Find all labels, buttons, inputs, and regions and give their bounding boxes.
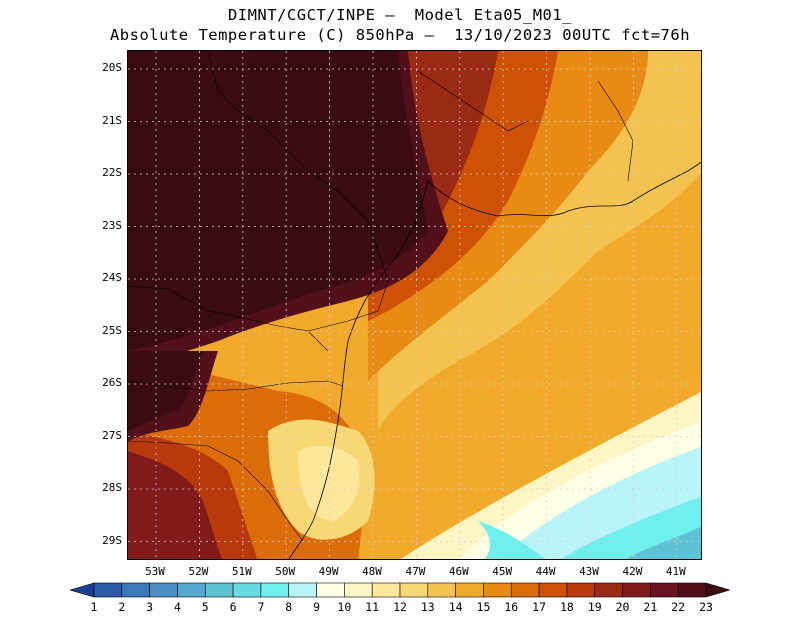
colorbar-tick-label: 10 <box>337 600 352 614</box>
band-8 <box>626 526 701 559</box>
colorbar-tick-label: 21 <box>643 600 658 614</box>
colorbar-box <box>510 582 540 598</box>
colorbar-box <box>399 582 429 598</box>
colorbar-tick-label: 14 <box>448 600 463 614</box>
colorbar-box <box>316 582 345 598</box>
state-border-es <box>597 80 634 182</box>
colorbar-arrow-high <box>705 582 730 598</box>
temperature-field <box>128 51 701 559</box>
colorbar <box>70 582 730 598</box>
latitude-label: 25S <box>102 323 122 337</box>
colorbar-box <box>566 582 596 598</box>
colorbar-tick-label: 5 <box>201 600 209 614</box>
longitude-label: 49W <box>318 565 339 578</box>
colorbar-tick-label: 22 <box>671 600 686 614</box>
colorbar-tick-label: 12 <box>393 600 407 614</box>
colorbar-box <box>455 582 484 598</box>
latitude-label: 21S <box>102 113 122 127</box>
band-12b <box>298 445 360 521</box>
longitude-label: 43W <box>579 565 599 578</box>
colorbar-tick-label: 17 <box>532 600 547 614</box>
latitude-label: 26S <box>102 376 122 389</box>
colorbar-tick-label: 19 <box>587 600 602 614</box>
state-border-pr <box>128 285 329 352</box>
temperature-map <box>127 50 702 560</box>
colorbar-box <box>232 582 262 598</box>
colorbar-tick-label: 7 <box>257 600 265 614</box>
colorbar-arrow-low <box>70 582 95 598</box>
latitude-label: 27S <box>102 428 122 442</box>
longitude-label: 46W <box>448 565 469 578</box>
colorbar-tick-label: 4 <box>173 600 181 614</box>
colorbar-tick-label: 20 <box>615 600 630 614</box>
colorbar-tick-label: 16 <box>504 600 519 614</box>
colorbar-tick-label: 18 <box>559 600 574 614</box>
longitude-label: 41W <box>665 565 686 578</box>
latitude-label: 28S <box>102 481 122 494</box>
longitude-label: 47W <box>405 565 426 578</box>
colorbar-box <box>204 582 234 598</box>
state-border-mg <box>417 70 529 132</box>
longitude-label: 44W <box>535 565 556 578</box>
colorbar-tick-label: 9 <box>313 600 320 614</box>
colorbar-tick-label: 23 <box>699 600 713 614</box>
colorbar-box <box>344 582 373 598</box>
colorbar-tick-label: 13 <box>420 600 435 614</box>
colorbar-tick-label: 6 <box>229 600 237 614</box>
colorbar-box <box>427 582 456 598</box>
colorbar-tick-label: 1 <box>90 600 98 614</box>
latitude-label: 20S <box>102 61 122 74</box>
dotted-grid <box>128 51 701 559</box>
colorbar-box <box>677 582 707 598</box>
longitude-label: 48W <box>362 565 382 578</box>
colorbar-box <box>594 582 623 598</box>
colorbar-tick-label: 3 <box>146 600 154 614</box>
band-23b <box>128 351 203 431</box>
colorbar-box <box>93 582 123 598</box>
map-subtitle: Absolute Temperature (C) 850hPa — 13/10/… <box>109 26 691 44</box>
longitude-label: 52W <box>188 565 209 578</box>
band-9b <box>478 521 546 559</box>
coastline-south <box>288 180 429 559</box>
longitude-label: 51W <box>231 565 252 578</box>
state-border-rs <box>128 440 304 542</box>
coastline-north <box>427 161 701 217</box>
state-border-sp <box>207 51 389 332</box>
latitude-label: 24S <box>102 271 122 284</box>
longitude-label: 45W <box>492 565 513 578</box>
band-21 <box>128 451 223 559</box>
map-title: DIMNT/CGCT/INPE — Model Eta05_M01_ <box>227 6 573 24</box>
latitude-label: 29S <box>102 533 122 547</box>
colorbar-box <box>371 582 401 598</box>
longitude-label: 50W <box>275 565 296 578</box>
colorbar-box <box>177 582 206 598</box>
colorbar-box <box>622 582 651 598</box>
band-23 <box>128 51 428 351</box>
colorbar-box <box>538 582 568 598</box>
colorbar-box <box>650 582 679 598</box>
longitude-label: 42W <box>622 565 643 578</box>
colorbar-box <box>149 582 178 598</box>
colorbar-box <box>121 582 150 598</box>
latitude-label: 23S <box>102 218 122 232</box>
latitude-label: 22S <box>102 166 122 179</box>
colorbar-box <box>288 582 317 598</box>
longitude-label: 53W <box>145 565 165 578</box>
colorbar-box <box>260 582 290 598</box>
colorbar-tick-label: 15 <box>476 600 491 614</box>
colorbar-tick-label: 2 <box>118 600 126 614</box>
colorbar-box <box>483 582 512 598</box>
colorbar-tick-label: 8 <box>285 600 293 614</box>
colorbar-tick-label: 11 <box>365 600 380 614</box>
state-border-sc <box>128 380 344 392</box>
